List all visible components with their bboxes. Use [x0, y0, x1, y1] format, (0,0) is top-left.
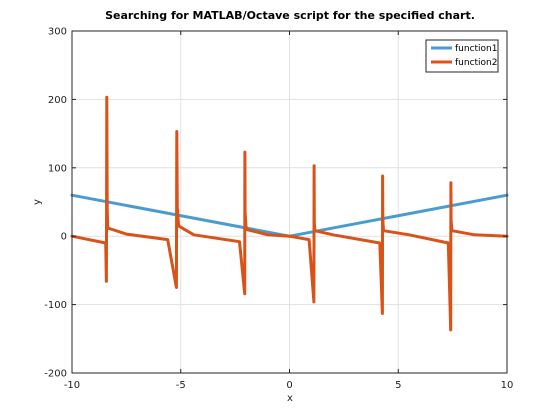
axis-ticks: -10 -5 0 5 10 -200 -100 0 100 200 300: [44, 27, 513, 392]
y-tick-label: -100: [44, 300, 67, 311]
x-tick-label: 5: [395, 380, 401, 391]
legend-box: [425, 39, 499, 73]
y-tick-label: 300: [48, 27, 67, 38]
legend-label-function1: function1: [455, 44, 498, 54]
x-axis-label: x: [287, 393, 293, 404]
y-tick-label: -200: [44, 369, 67, 380]
plot-series: [70, 95, 509, 332]
legend-label-function2: function2: [455, 58, 498, 68]
y-tick-label: 200: [48, 95, 67, 106]
legend: function1 function2: [425, 39, 499, 73]
chart-title: Searching for MATLAB/Octave script for t…: [105, 9, 475, 22]
x-tick-label: -5: [176, 380, 186, 391]
x-tick-label: 0: [286, 380, 292, 391]
series-line-function2: [70, 95, 509, 332]
y-tick-label: 100: [48, 163, 67, 174]
x-tick-label: 10: [501, 380, 514, 391]
y-tick-label: 0: [61, 232, 67, 243]
x-tick-label: -10: [64, 380, 80, 391]
y-axis-label: y: [32, 199, 43, 205]
